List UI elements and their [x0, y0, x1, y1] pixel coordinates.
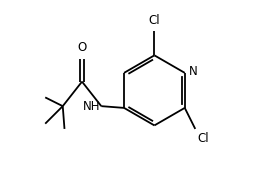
- Text: Cl: Cl: [149, 14, 160, 27]
- Text: Cl: Cl: [197, 132, 209, 146]
- Text: NH: NH: [83, 100, 100, 113]
- Text: O: O: [77, 41, 87, 55]
- Text: N: N: [189, 66, 198, 78]
